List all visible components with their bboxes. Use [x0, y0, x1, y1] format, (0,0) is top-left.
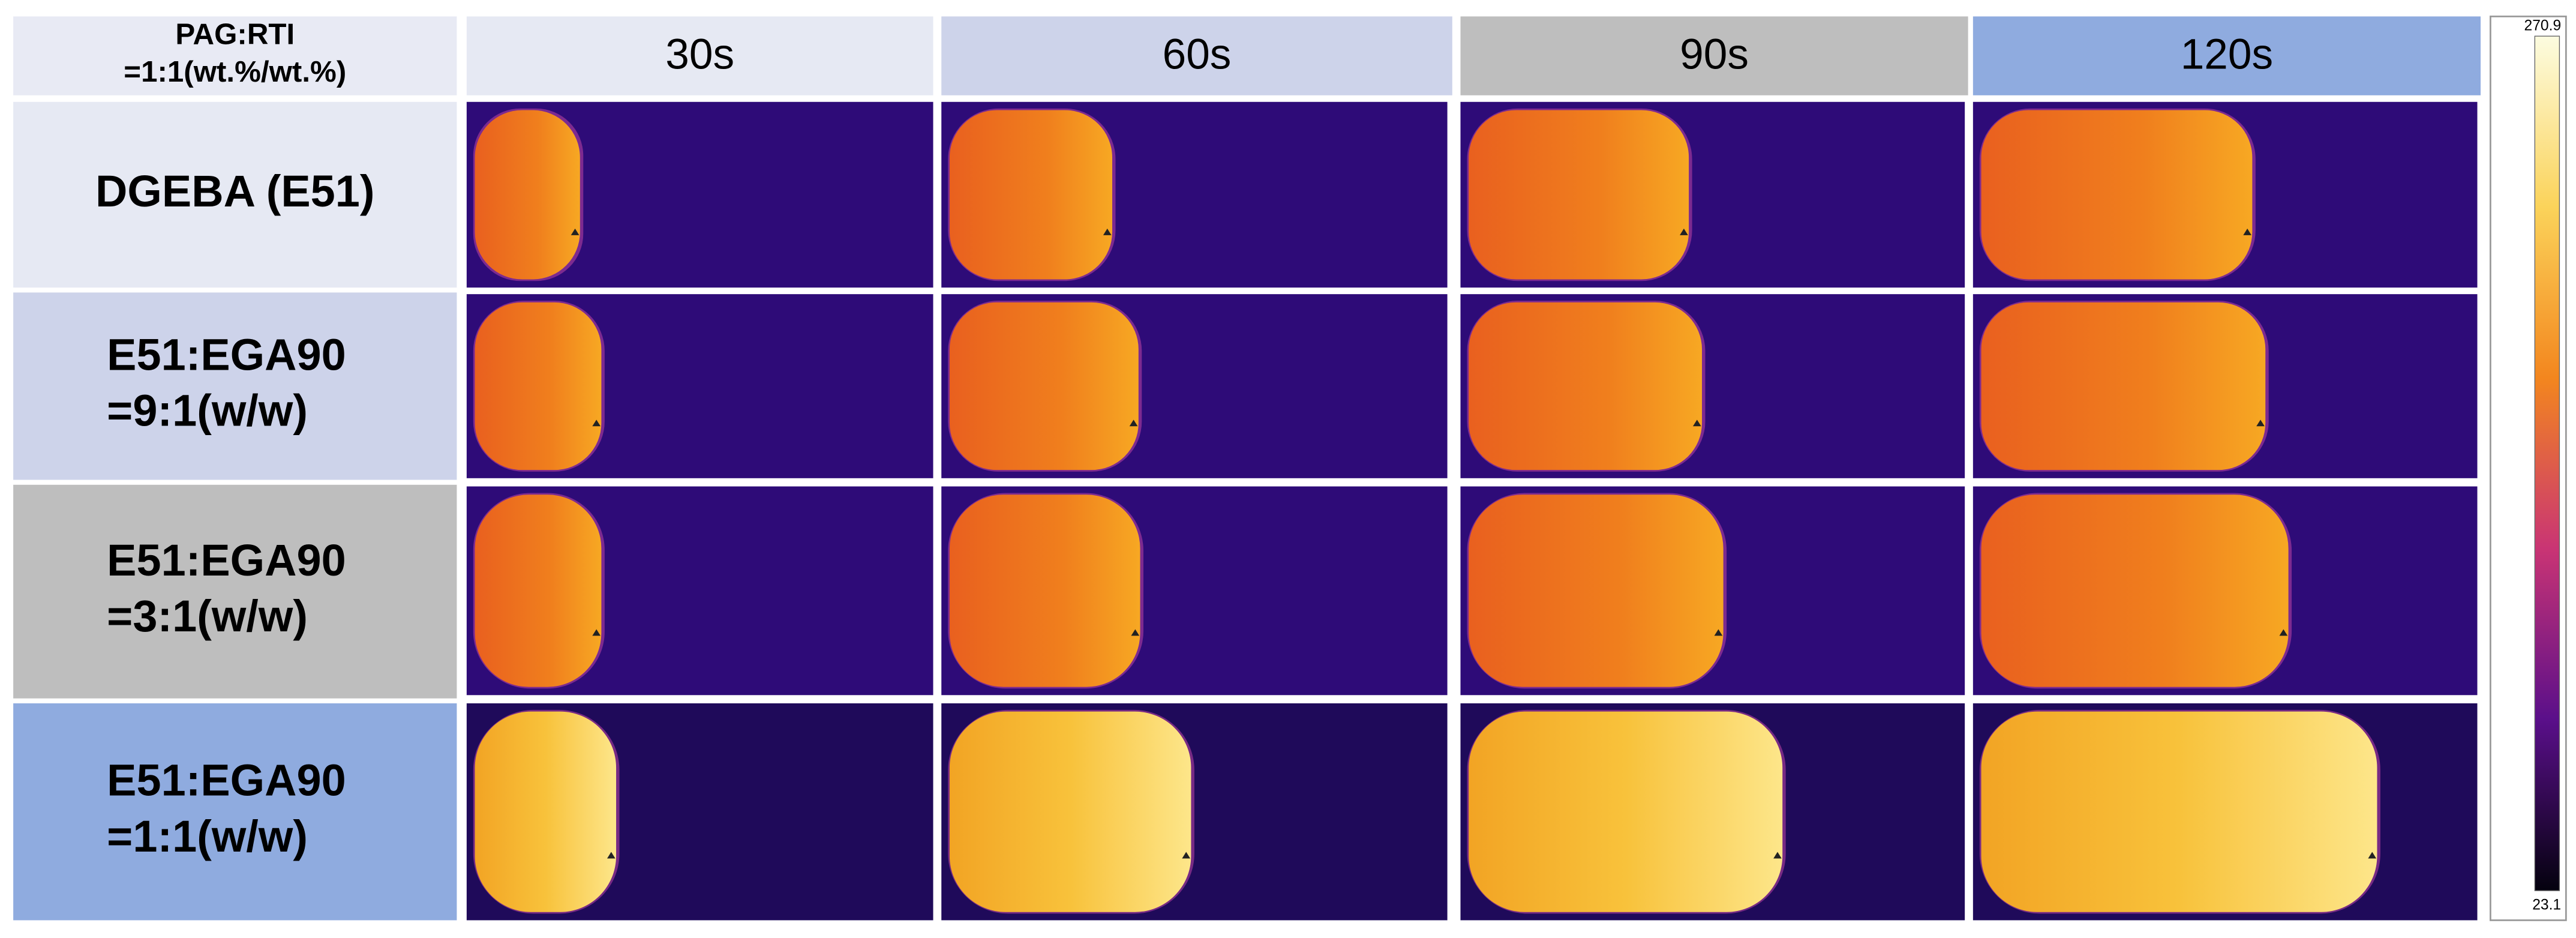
- probe-marker: [1129, 419, 1138, 427]
- heated-region: [1981, 302, 2266, 471]
- row-header: [13, 101, 457, 288]
- row-label: =9:1(w/w): [107, 386, 308, 436]
- probe-marker: [2243, 228, 2251, 235]
- probe-marker: [571, 228, 580, 235]
- probe-marker: [2368, 852, 2377, 859]
- column-header: [941, 16, 1452, 95]
- row-label: DGEBA (E51): [95, 166, 375, 216]
- probe-marker: [1131, 629, 1140, 636]
- row-label: E51:EGA90: [107, 329, 346, 379]
- probe-marker: [1714, 629, 1723, 636]
- colorbar-max: 270.9: [2524, 17, 2562, 34]
- row-header: [13, 292, 457, 480]
- heated-region: [949, 110, 1113, 280]
- colorbar-min: 23.1: [2532, 897, 2561, 913]
- probe-marker: [592, 419, 601, 427]
- row-label: =3:1(w/w): [107, 591, 308, 641]
- row-header: [13, 484, 457, 699]
- probe-marker: [1773, 852, 1782, 859]
- heated-region: [1981, 110, 2253, 280]
- heated-region: [949, 495, 1140, 687]
- heated-region: [1469, 302, 1703, 471]
- heated-region: [475, 495, 602, 687]
- heated-region: [475, 110, 580, 280]
- column-header: [466, 16, 933, 95]
- probe-marker: [1103, 228, 1112, 235]
- column-label: 90s: [1680, 31, 1749, 79]
- column-header: [1972, 16, 2481, 95]
- heated-region: [1469, 495, 1724, 687]
- probe-marker: [607, 852, 616, 859]
- row-header: [13, 703, 457, 921]
- heated-region: [475, 302, 602, 471]
- heated-region: [949, 711, 1191, 912]
- probe-marker: [2279, 629, 2288, 636]
- corner-cell: [13, 16, 457, 95]
- row-label: =1:1(w/w): [107, 811, 308, 861]
- corner-label: =1:1(wt.%/wt.%): [124, 55, 346, 88]
- corner-label: PAG:RTI: [175, 17, 295, 50]
- probe-marker: [1692, 419, 1701, 427]
- probe-marker: [2256, 419, 2265, 427]
- row-label: E51:EGA90: [107, 756, 346, 805]
- column-label: 60s: [1163, 31, 1232, 79]
- column-label: 120s: [2181, 31, 2273, 79]
- column-label: 30s: [665, 31, 734, 79]
- heated-region: [949, 302, 1139, 471]
- probe-marker: [592, 629, 601, 636]
- heated-region: [1469, 711, 1783, 912]
- probe-marker: [1680, 228, 1688, 235]
- colorbar: [2534, 35, 2560, 891]
- heated-region: [475, 711, 617, 912]
- row-label: E51:EGA90: [107, 535, 346, 585]
- heated-region: [1981, 495, 2289, 687]
- heated-region: [1469, 110, 1689, 280]
- probe-marker: [1182, 852, 1191, 859]
- column-header: [1460, 16, 1968, 95]
- heated-region: [1981, 711, 2377, 912]
